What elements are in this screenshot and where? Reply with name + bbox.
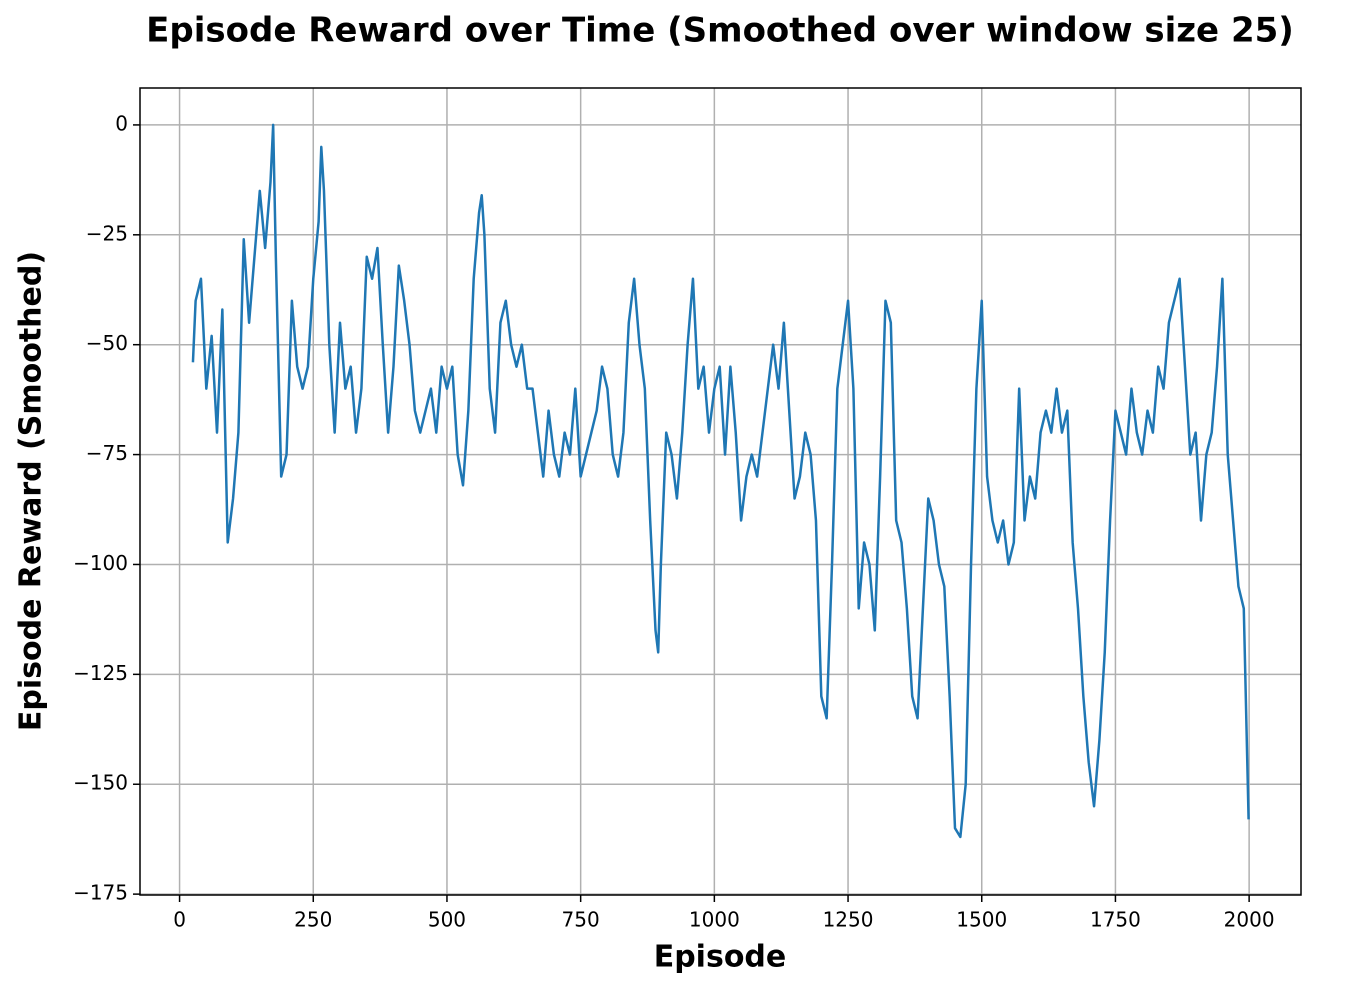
y-tick-label: −75 (86, 441, 128, 465)
x-tick-label: 250 (294, 908, 332, 932)
y-tick-label: −175 (73, 881, 128, 905)
y-tick-label: −50 (86, 331, 128, 355)
x-tick-label: 500 (428, 908, 466, 932)
x-tick-label: 750 (562, 908, 600, 932)
y-tick-label: −25 (86, 221, 128, 245)
x-tick-label: 1000 (689, 908, 740, 932)
x-tick-label: 0 (173, 908, 186, 932)
chart-title: Episode Reward over Time (Smoothed over … (146, 11, 1294, 51)
y-tick-label: 0 (115, 111, 128, 135)
x-tick-label: 2000 (1224, 908, 1275, 932)
plot-frame (139, 87, 1302, 896)
x-tick-label: 1250 (823, 908, 874, 932)
x-axis-label: Episode (654, 940, 787, 975)
y-axis-label: Episode Reward (Smoothed) (14, 251, 49, 731)
x-tick-label: 1500 (956, 908, 1007, 932)
y-tick-label: −150 (73, 771, 128, 795)
y-tick-label: −125 (73, 661, 128, 685)
x-tick-label: 1750 (1090, 908, 1141, 932)
y-tick-label: −100 (73, 551, 128, 575)
line-series (191, 123, 1250, 839)
